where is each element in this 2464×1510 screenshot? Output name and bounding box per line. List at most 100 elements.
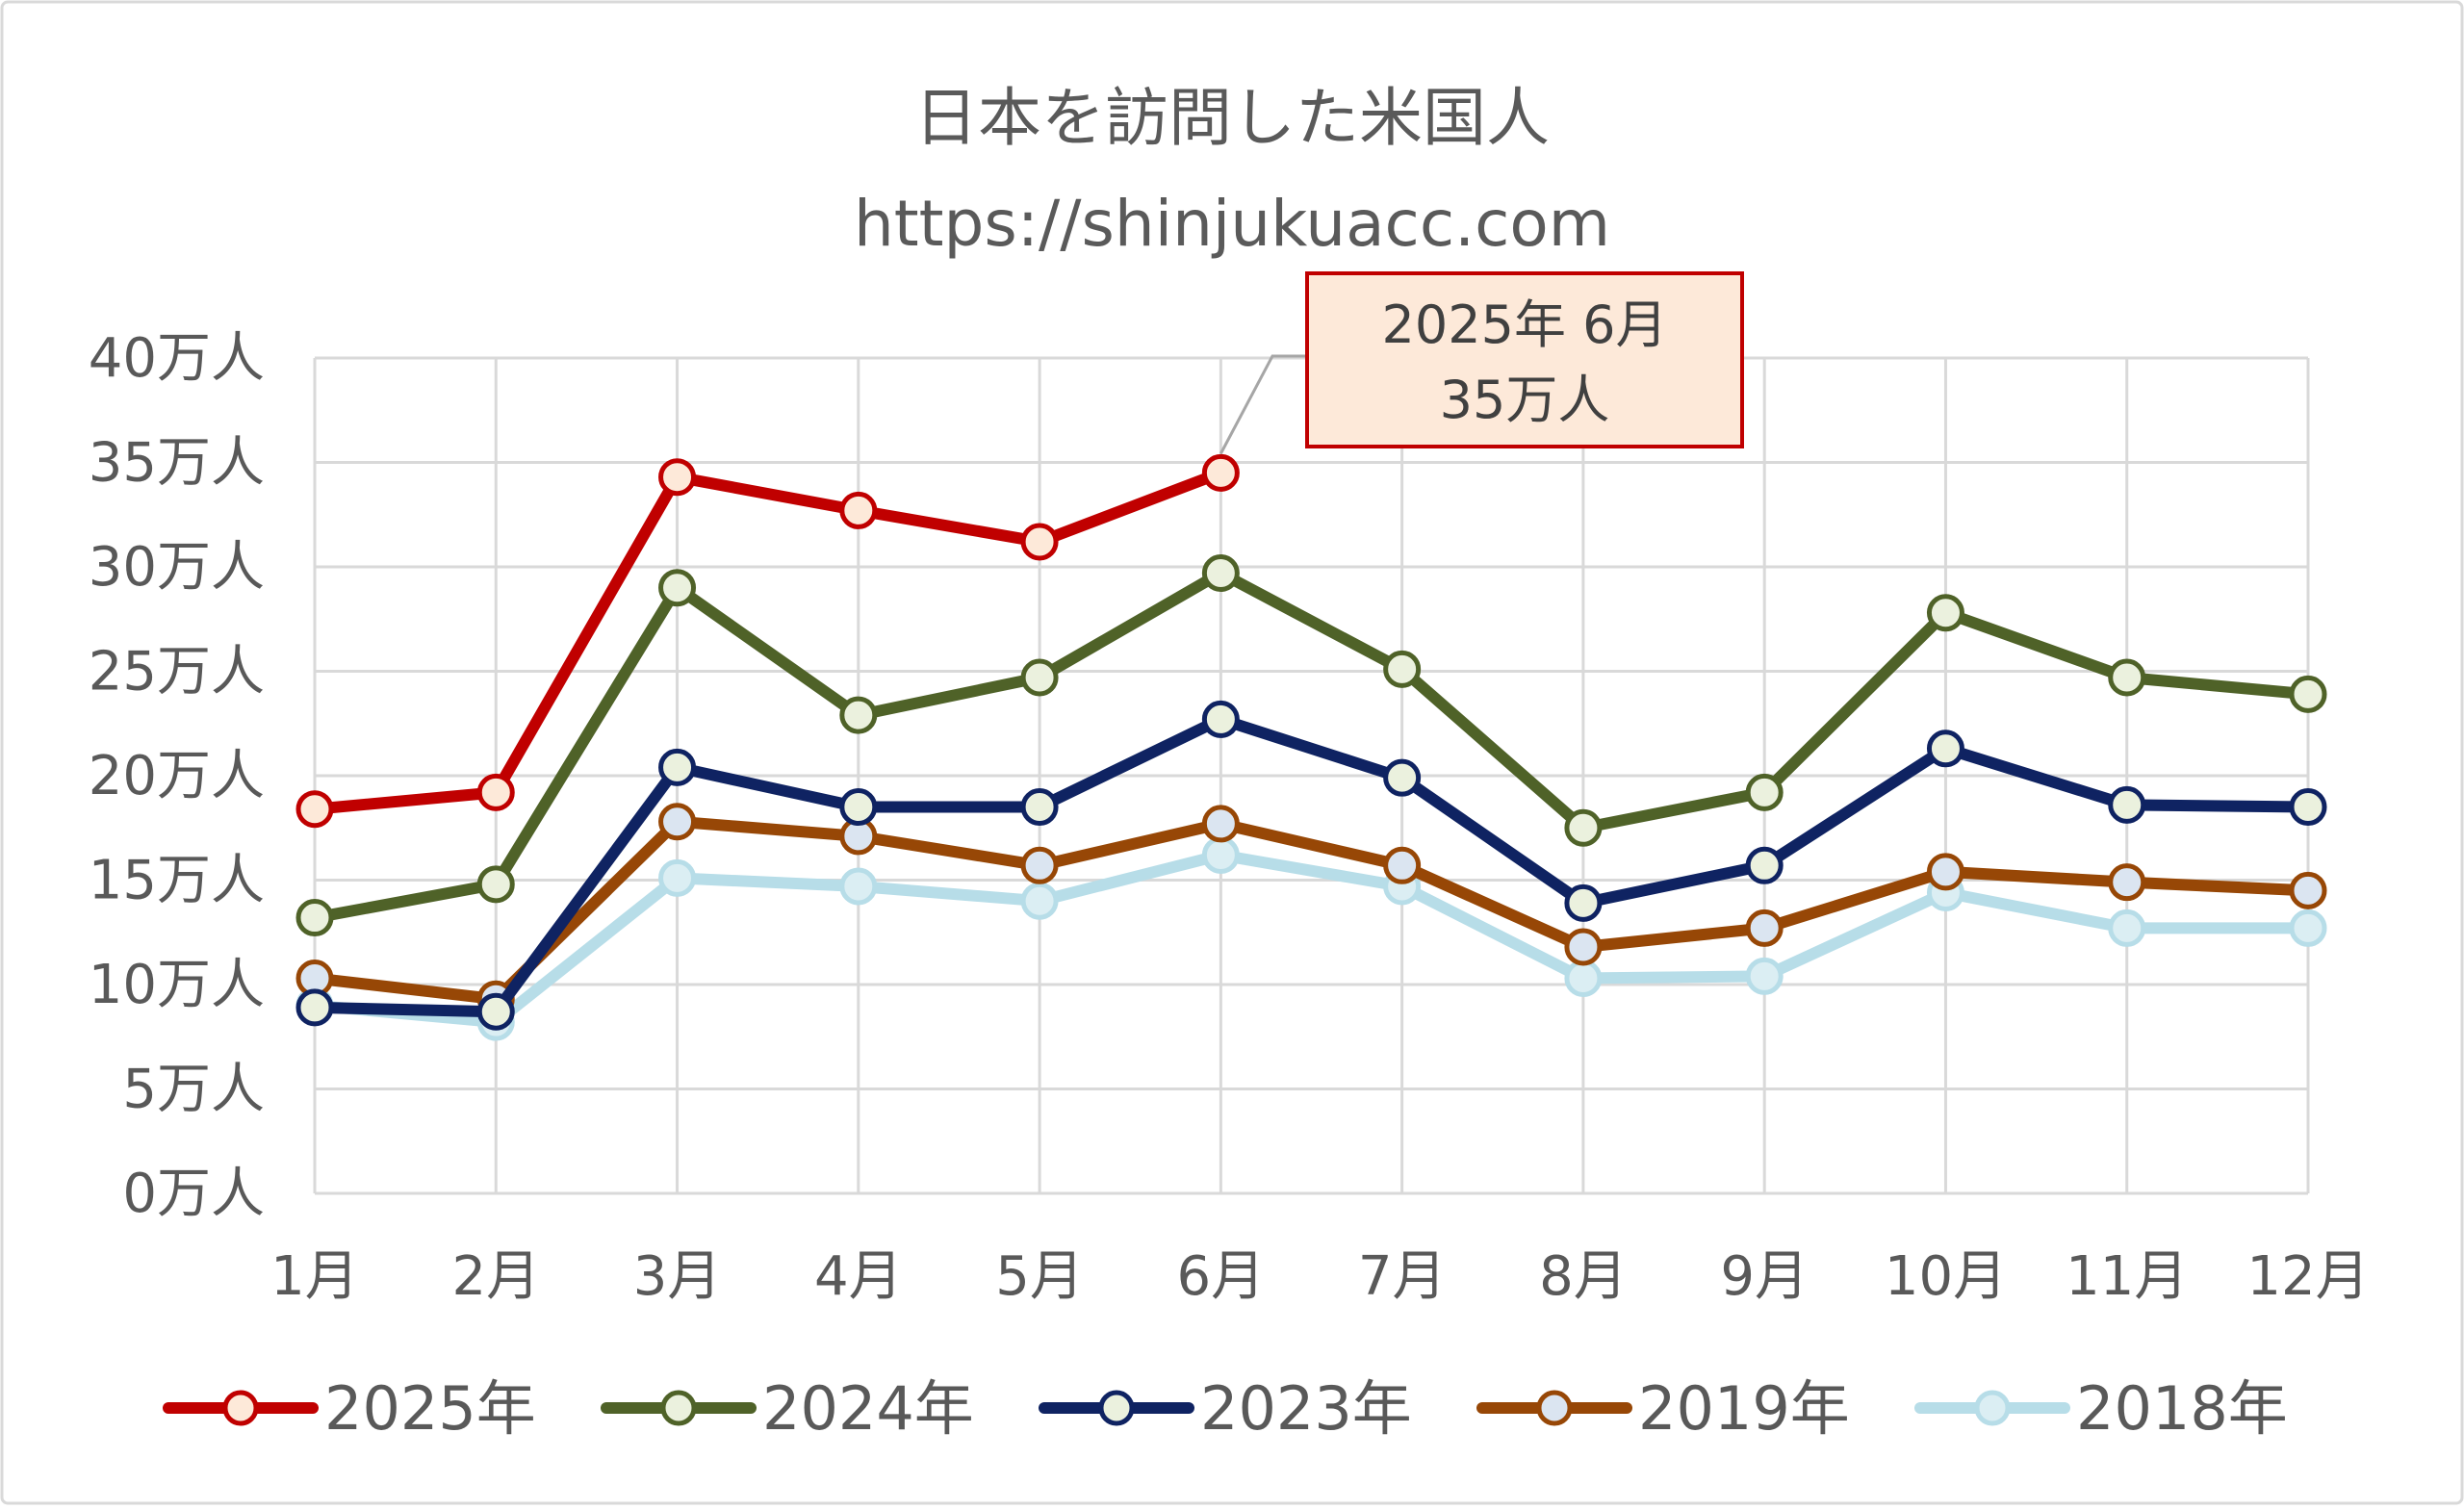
legend-swatch-marker: [1974, 1390, 2011, 1426]
data-point: [295, 899, 334, 937]
y-tick-label: 5万人: [122, 1059, 265, 1121]
x-tick-label: 7月: [1358, 1245, 1447, 1308]
series-2025年: [295, 453, 1240, 829]
data-point: [1020, 788, 1059, 827]
data-point: [658, 858, 697, 897]
y-tick-label: 0万人: [122, 1163, 265, 1225]
series-2023年: [295, 700, 2327, 1031]
data-point: [2108, 909, 2146, 947]
series-2024年: [295, 554, 2327, 937]
y-tick-label: 35万人: [89, 432, 265, 495]
chart-title: 日本を訪問した米国人: [914, 81, 1550, 155]
data-point: [658, 569, 697, 607]
x-tick-label: 3月: [633, 1245, 722, 1308]
legend: 2025年 2024年 2023年 2019年 2018年: [163, 1373, 2288, 1444]
data-point: [1564, 808, 1603, 847]
legend-swatch-marker: [222, 1390, 259, 1426]
x-tick-label: 4月: [814, 1245, 903, 1308]
data-point: [1564, 959, 1603, 997]
data-point: [2289, 871, 2327, 909]
data-point: [2108, 863, 2146, 902]
data-point: [476, 992, 515, 1031]
x-tick-label: 6月: [1177, 1245, 1266, 1308]
legend-swatch-marker: [1098, 1390, 1135, 1426]
data-point: [1745, 957, 1784, 995]
legend-label: 2024年: [762, 1373, 974, 1444]
series-layer: [295, 453, 2327, 1041]
data-point: [1564, 928, 1603, 966]
data-point: [1020, 523, 1059, 561]
data-point: [1564, 883, 1603, 922]
series-line: [309, 849, 2314, 1029]
annotation-callout: 2025年 6月 35万人: [1219, 271, 1744, 455]
x-tick-label: 12月: [2246, 1245, 2369, 1308]
legend-item-2019年: 2019年: [1476, 1373, 1850, 1444]
legend-swatch-marker: [660, 1390, 697, 1426]
data-point: [1926, 729, 1964, 768]
data-point: [1201, 453, 1240, 492]
y-tick-label: 30万人: [89, 536, 265, 599]
legend-label: 2025年: [324, 1373, 536, 1444]
data-point: [839, 491, 878, 529]
data-point: [1926, 594, 1964, 632]
data-point: [658, 803, 697, 841]
legend-item-2018年: 2018年: [1914, 1373, 2288, 1444]
legend-label: 2023年: [1200, 1373, 1412, 1444]
data-point: [2289, 788, 2327, 827]
data-point: [295, 988, 334, 1027]
data-point: [295, 790, 334, 829]
data-point: [839, 867, 878, 906]
legend-item-2025年: 2025年: [163, 1373, 536, 1444]
data-point: [839, 788, 878, 827]
y-axis-ticks: 0万人 5万人 10万人 15万人 20万人 25万人 30万人 35万人 40万人: [89, 327, 265, 1225]
data-point: [2289, 675, 2327, 713]
legend-swatch-marker: [1536, 1390, 1573, 1426]
data-point: [1745, 909, 1784, 947]
y-tick-label: 40万人: [89, 327, 265, 390]
data-point: [1383, 758, 1422, 797]
data-point: [1201, 554, 1240, 593]
legend-item-2023年: 2023年: [1039, 1373, 1412, 1444]
data-point: [1383, 650, 1422, 688]
data-point: [658, 748, 697, 786]
y-tick-label: 10万人: [89, 954, 265, 1016]
series-2019年: [295, 803, 2327, 1018]
y-tick-label: 25万人: [89, 641, 265, 704]
data-point: [1201, 805, 1240, 843]
series-line: [309, 815, 2314, 1006]
callout-box: [1305, 271, 1744, 448]
legend-label: 2018年: [2076, 1373, 2288, 1444]
x-tick-label: 8月: [1539, 1245, 1628, 1308]
data-point: [2108, 785, 2146, 824]
series-line: [309, 567, 2314, 924]
series-line: [309, 713, 2314, 1018]
data-point: [1383, 846, 1422, 884]
data-point: [658, 458, 697, 497]
data-point: [839, 696, 878, 734]
callout-line1: 2025年 6月: [1382, 294, 1668, 355]
x-tick-label: 9月: [1720, 1245, 1809, 1308]
legend-label: 2019年: [1638, 1373, 1850, 1444]
y-tick-label: 15万人: [89, 850, 265, 912]
x-tick-label: 10月: [1885, 1245, 2007, 1308]
data-point: [1020, 658, 1059, 697]
callout-leader-line: [1219, 354, 1307, 455]
data-point: [476, 865, 515, 904]
callout-line2: 35万人: [1440, 370, 1610, 430]
data-point: [2108, 658, 2146, 697]
x-tick-label: 1月: [270, 1245, 359, 1308]
series-line: [309, 467, 1227, 815]
legend-item-2024年: 2024年: [601, 1373, 974, 1444]
x-tick-label: 5月: [995, 1245, 1084, 1308]
data-point: [1926, 853, 1964, 891]
data-point: [1745, 773, 1784, 811]
data-point: [1201, 835, 1240, 874]
x-axis-ticks: 1月 2月 3月 4月 5月 6月 7月 8月 9月 10月 11月 12月: [270, 1245, 2369, 1308]
y-tick-label: 20万人: [89, 745, 265, 807]
x-tick-label: 11月: [2066, 1245, 2188, 1308]
x-tick-label: 2月: [451, 1245, 540, 1308]
data-point: [2289, 909, 2327, 947]
